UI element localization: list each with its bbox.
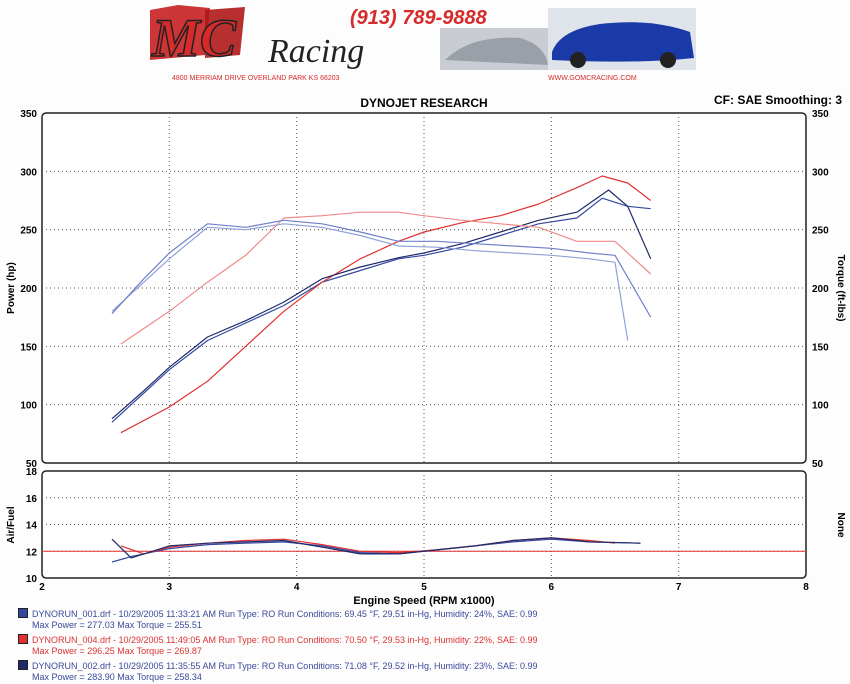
series-line-3: [111, 537, 641, 559]
y-tick-label-right: 350: [812, 109, 829, 120]
x-tick-label: 6: [549, 582, 555, 593]
shop-address: 4800 MERRIAM DRIVE OVERLAND PARK KS 6620…: [172, 75, 340, 82]
car-engine-photo: [440, 28, 550, 70]
y-tick-label-right: 300: [812, 167, 829, 178]
x-tick-label: 2: [39, 582, 45, 593]
legend-run-text: DYNORUN_004.drf - 10/29/2005 11:49:05 AM…: [32, 635, 538, 645]
legend-swatch-navy-icon: [18, 660, 28, 670]
chart-info: CF: SAE Smoothing: 3: [714, 93, 842, 107]
series-line-5: [120, 211, 652, 345]
chart-title: DYNOJET RESEARCH: [360, 96, 487, 110]
legend-run-text: DYNORUN_002.drf - 10/29/2005 11:35:55 AM…: [32, 661, 538, 671]
logo-racing: Racing: [267, 33, 364, 70]
shop-website: WWW.GOMCRACING.COM: [548, 75, 637, 82]
x-tick-label: 7: [676, 582, 682, 593]
y-axis-label-power: Power (hp): [6, 262, 17, 314]
y-tick-label: 200: [20, 284, 37, 295]
legend-stats: Max Power = 277.03 Max Torque = 255.51: [32, 620, 202, 630]
y-axis-label-afr: Air/Fuel: [6, 506, 17, 543]
logo-mark: [150, 5, 245, 60]
x-tick-label: 3: [167, 582, 173, 593]
y-tick-label: 100: [20, 401, 37, 412]
y-tick-label: 150: [20, 342, 37, 353]
y-tick-label: 300: [20, 167, 37, 178]
y-tick-label-right: 50: [812, 459, 824, 470]
header-graphic: MC Racing (913) 789-9888 4800 MERRIAM DR…: [150, 5, 696, 82]
y-tick-label: 14: [26, 521, 38, 532]
series-line-6: [111, 219, 652, 318]
y-tick-label-right: 100: [812, 401, 829, 412]
header: MC Racing (913) 789-9888 4800 MERRIAM DR…: [0, 0, 850, 90]
y-tick-label-right: 150: [812, 342, 829, 353]
legend-run-002: DYNORUN_002.drf - 10/29/2005 11:35:55 AM…: [18, 660, 538, 683]
mustang-photo: [548, 8, 696, 70]
x-tick-label: 5: [421, 582, 427, 593]
legend-run-004: DYNORUN_004.drf - 10/29/2005 11:49:05 AM…: [18, 634, 538, 657]
y-tick-label-right: 200: [812, 284, 829, 295]
series-line-4: [111, 223, 629, 341]
series-line-3: [111, 189, 652, 420]
series-line-2: [120, 175, 652, 434]
logo-mc: MC: [151, 8, 237, 68]
y-tick-label: 18: [26, 467, 38, 478]
x-tick-label: 8: [803, 582, 809, 593]
air-fuel-plot: 2 3 4 5 6 7 8 10 12 14 16 18: [26, 467, 809, 593]
x-tick-label: 4: [294, 582, 300, 593]
legend-stats: Max Power = 283.90 Max Torque = 258.34: [32, 672, 202, 682]
series-line-1: [111, 538, 641, 563]
y-tick-label: 350: [20, 109, 37, 120]
y-tick-label: 50: [26, 459, 38, 470]
phone-number: (913) 789-9888: [350, 7, 488, 29]
y-axis-label-none: None: [835, 513, 846, 538]
legend-swatch-red-icon: [18, 634, 28, 644]
y-tick-label: 250: [20, 226, 37, 237]
y-tick-label: 12: [26, 547, 38, 558]
y-axis-label-torque: Torque (ft-lbs): [835, 254, 846, 321]
legend-run-text: DYNORUN_001.drf - 10/29/2005 11:33:21 AM…: [32, 609, 538, 619]
legend-stats: Max Power = 296.25 Max Torque = 269.87: [32, 646, 202, 656]
x-axis-label: Engine Speed (RPM x1000): [353, 595, 495, 607]
y-tick-label: 16: [26, 494, 38, 505]
y-tick-label: 10: [26, 574, 38, 585]
y-tick-label-right: 250: [812, 226, 829, 237]
legend-swatch-blue-icon: [18, 608, 28, 618]
series-line-1: [111, 197, 651, 423]
power-torque-plot: 50 50 100 100 150 150 200 200 250 250 300 300 350 350: [20, 109, 829, 470]
legend-run-001: DYNORUN_001.drf - 10/29/2005 11:33:21 AM…: [18, 608, 538, 631]
